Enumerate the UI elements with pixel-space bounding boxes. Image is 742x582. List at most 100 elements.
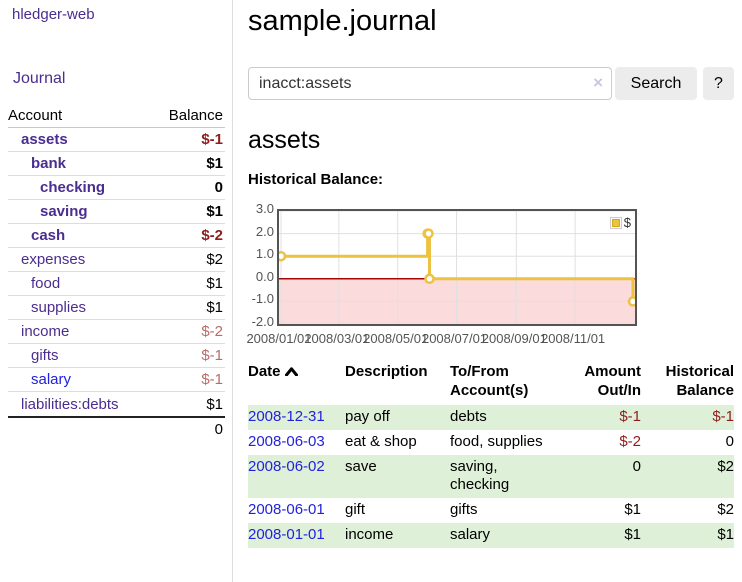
y-axis-tick-label: -1.0 <box>251 291 274 307</box>
account-column-header: Account <box>8 106 63 124</box>
register-row: 2008-06-03 eat & shop food, supplies $-2… <box>248 430 734 455</box>
transaction-balance: $1 <box>641 523 734 548</box>
y-axis-tick-label: 1.0 <box>255 246 274 262</box>
transaction-amount: $-1 <box>554 405 641 430</box>
balance-chart: $ 3.0 2.0 1.0 0.0 -1.0 -2.0 2008/01/01 2008/03/… <box>245 200 715 348</box>
account-row: salary $-1 <box>8 368 225 392</box>
account-row: saving $1 <box>8 200 225 224</box>
legend-series-label: $ <box>623 215 631 230</box>
account-link[interactable]: bank <box>31 155 67 172</box>
transaction-date-link[interactable]: 2008-12-31 <box>248 408 325 425</box>
description-column-header: Description <box>345 363 428 380</box>
accounts-total-value: 0 <box>214 420 223 438</box>
account-link[interactable]: gifts <box>31 347 59 364</box>
transaction-balance: $-1 <box>641 405 734 430</box>
transaction-description: pay off <box>345 405 450 430</box>
balance-column-header: Historical Balance <box>665 363 734 399</box>
data-point-marker <box>423 228 434 239</box>
account-link[interactable]: liabilities:debts <box>21 395 119 413</box>
x-axis-tick-label: 2008/03/01 <box>304 331 370 346</box>
register-row: 2008-06-02 save saving, checking 0 $2 <box>248 455 734 498</box>
balance-column-header: Balance <box>168 106 223 124</box>
transaction-date-link[interactable]: 2008-06-03 <box>248 433 325 450</box>
x-axis-tick-label: 2008/05/01 <box>363 331 429 346</box>
y-axis-tick-label: 0.0 <box>255 268 274 284</box>
account-balance: 0 <box>214 179 223 196</box>
account-row: food $1 <box>8 272 225 296</box>
x-axis-tick-label: 2008/07/01 <box>421 331 488 346</box>
app-brand-link[interactable]: hledger-web <box>12 6 95 23</box>
account-balance: $-1 <box>201 131 223 148</box>
balance-chart-plot: $ <box>277 209 637 326</box>
transaction-description: gift <box>345 501 366 518</box>
account-balance: $-1 <box>201 371 223 388</box>
transaction-description: income <box>345 523 450 548</box>
register-row: 2008-01-01 income salary $1 $1 <box>248 523 734 548</box>
y-axis-tick-label: -2.0 <box>251 314 274 329</box>
transaction-accounts: gifts <box>450 501 478 518</box>
date-column-header[interactable]: Date <box>248 360 345 405</box>
account-row: cash $-2 <box>8 224 225 248</box>
transaction-accounts: saving, checking <box>450 455 554 498</box>
account-balance: $1 <box>206 155 223 172</box>
transaction-date-link[interactable]: 2008-01-01 <box>248 526 325 543</box>
account-balance: $-2 <box>201 323 223 340</box>
account-link[interactable]: salary <box>31 371 72 388</box>
account-link[interactable]: expenses <box>21 251 86 268</box>
transaction-amount: $1 <box>554 523 641 548</box>
data-point-marker <box>424 273 435 285</box>
account-link[interactable]: checking <box>40 179 106 196</box>
account-row: supplies $1 <box>8 296 225 320</box>
data-point-marker <box>279 250 287 262</box>
transaction-accounts: salary <box>450 523 554 548</box>
account-balance: $1 <box>206 395 223 413</box>
sidebar: hledger-web Journal Account Balance asse… <box>0 0 233 582</box>
account-link[interactable]: supplies <box>31 299 87 316</box>
search-input-wrap: × <box>248 67 612 100</box>
account-balance: $1 <box>206 203 223 220</box>
account-row: expenses $2 <box>8 248 225 272</box>
chart-canvas <box>279 211 635 324</box>
clear-search-icon[interactable]: × <box>593 73 603 92</box>
account-page-title: assets <box>248 126 321 154</box>
transaction-amount: 0 <box>554 455 641 498</box>
sidebar-item-journal[interactable]: Journal <box>13 70 66 87</box>
account-row: assets $-1 <box>8 128 225 152</box>
x-axis-tick-label: 2008/09/01 <box>481 331 547 346</box>
transaction-date-link[interactable]: 2008-06-02 <box>248 458 325 475</box>
account-row: checking 0 <box>8 176 225 200</box>
account-link[interactable]: assets <box>21 131 68 148</box>
transaction-accounts: debts <box>450 405 554 430</box>
search-button[interactable]: Search <box>615 67 697 100</box>
transaction-amount: $-2 <box>619 433 641 450</box>
data-point-marker <box>627 296 635 307</box>
chart-legend: $ <box>608 214 632 231</box>
help-button[interactable]: ? <box>703 67 734 100</box>
search-input[interactable] <box>248 67 612 100</box>
transaction-date-link[interactable]: 2008-06-01 <box>248 501 325 518</box>
transaction-balance: 0 <box>725 433 734 450</box>
account-row: liabilities:debts $1 <box>8 392 225 416</box>
amount-column-header: Amount Out/In <box>584 363 641 399</box>
accounts-total-row: 0 <box>8 416 225 440</box>
x-axis-tick-label: 2008/01/01 <box>246 331 312 346</box>
page-title: sample.journal <box>248 5 437 37</box>
account-link[interactable]: cash <box>31 227 66 244</box>
account-link[interactable]: income <box>21 323 70 340</box>
register-table: Date Description To/From Account(s) Amou… <box>248 360 734 548</box>
transaction-accounts: food, supplies <box>450 433 543 450</box>
accounts-table: Account Balance assets $-1 bank $1 check… <box>8 103 225 440</box>
account-row: income $-2 <box>8 320 225 344</box>
account-balance: $-2 <box>201 227 223 244</box>
register-row: 2008-06-01 gift gifts $1 $2 <box>248 498 734 523</box>
accounts-column-header: To/From Account(s) <box>450 363 529 399</box>
y-axis-tick-label: 3.0 <box>255 201 274 216</box>
account-link[interactable]: saving <box>40 203 88 220</box>
account-row: gifts $-1 <box>8 344 225 368</box>
accounts-table-header: Account Balance <box>8 103 225 128</box>
account-link[interactable]: food <box>31 275 61 292</box>
y-axis-tick-label: 2.0 <box>255 223 274 239</box>
sort-ascending-icon <box>284 362 298 381</box>
account-balance: $-1 <box>201 347 223 364</box>
transaction-description: eat & shop <box>345 433 417 450</box>
